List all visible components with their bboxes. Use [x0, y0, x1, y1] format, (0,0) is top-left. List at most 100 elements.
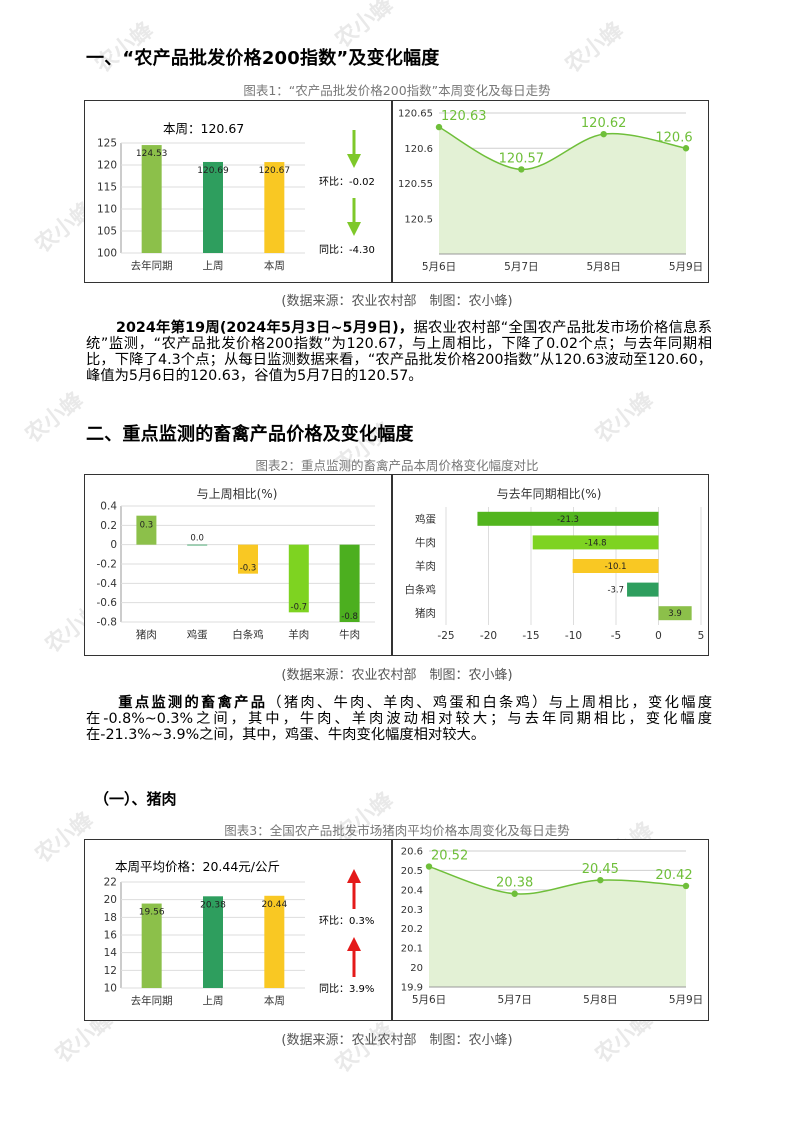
- up-arrow-icon: [347, 937, 361, 977]
- bar-value-label: 20.44: [261, 900, 287, 910]
- data-point: [425, 863, 433, 870]
- index-daily-line-chart: 120.5 120.55 120.6 120.65 120.63 5月6日 120.57 5月…: [398, 109, 703, 274]
- y-tick-label: 16: [104, 930, 118, 942]
- x-tick-label: 上周: [203, 260, 224, 272]
- data-point: [682, 882, 690, 890]
- index-bar-chart: 100 105 110 115 120 125 124.53 去年同期 120.69 上周 120.…: [97, 138, 305, 272]
- y-tick-label: 白条鸡: [405, 583, 437, 596]
- area-fill: [429, 866, 686, 987]
- y-tick-label: 120.5: [404, 214, 433, 225]
- figure1-frame: 100 105 110 115 120 125 124.53 去年同期 120.69 上周 120.…: [84, 100, 709, 283]
- y-tick-label: 120: [97, 160, 117, 172]
- bar: [627, 582, 659, 597]
- y-tick-label: 牛肉: [415, 536, 436, 549]
- figure2-frame: 与上周相比(%) -0.8 -0.6 -0.4 -0.2 0 0.2 0.4 0.3 猪肉 0.0 鸡…: [84, 474, 709, 656]
- data-point: [600, 130, 607, 138]
- y-tick-label: -0.4: [97, 578, 118, 590]
- y-tick-label: 20.6: [401, 847, 423, 858]
- pork-tongbi: 同比：3.9%: [319, 984, 375, 995]
- figure1-caption: 图表1：“农产品批发价格200指数”本周变化及每日走势: [243, 83, 551, 98]
- y-tick-label: 12: [104, 965, 117, 977]
- pork-bar-title: 本周平均价格：20.44元/公斤: [115, 859, 280, 874]
- bar: [203, 896, 223, 988]
- y-tick-label: 100: [97, 248, 117, 260]
- figure1-source: (数据来源：农业农村部 制图：农小蜂): [281, 294, 513, 309]
- figure3-caption: 图表3：全国农产品批发市场猪肉平均价格本周变化及每日走势: [224, 823, 570, 838]
- series-line: [428, 865, 687, 895]
- pork-daily-line-chart: 19.9 20 20.1 20.2 20.3 20.4 20.5 20.6 20.52 5月6日 2…: [401, 847, 703, 1007]
- data-point: [518, 166, 525, 173]
- x-tick-label: 猪肉: [136, 628, 157, 641]
- data-label: 20.45: [582, 862, 619, 877]
- x-tick-label: 去年同期: [131, 994, 173, 1007]
- data-label: 120.6: [655, 130, 692, 145]
- data-point: [435, 123, 443, 131]
- x-tick-label: -5: [611, 630, 621, 642]
- y-tick-label: 20.5: [401, 866, 423, 877]
- data-point: [511, 890, 518, 897]
- bar: [477, 511, 659, 526]
- yearly-change-hbar-chart: 与去年同期相比(%) -25 -20 -15 -10 -5 0 5 -21.3 鸡蛋 -14.8 牛肉…: [405, 487, 705, 642]
- section3-heading: （一）、猪肉: [94, 790, 177, 808]
- bar: [141, 903, 162, 988]
- y-tick-label: 115: [97, 182, 117, 194]
- x-tick-label: 5月8日: [583, 994, 617, 1006]
- data-label: 120.57: [499, 151, 545, 166]
- x-tick-label: 0: [655, 630, 662, 642]
- y-tick-label: 20: [104, 894, 117, 906]
- bar-value-label: -10.1: [605, 562, 627, 572]
- y-tick-label: 120.65: [398, 109, 433, 120]
- bar-value-label: -0.8: [341, 612, 358, 622]
- x-tick-label: 上周: [203, 995, 224, 1007]
- y-tick-label: 0.4: [100, 501, 117, 513]
- chart-title: 与上周相比(%): [197, 487, 278, 501]
- x-tick-label: 去年同期: [131, 259, 173, 272]
- bar-value-label: -0.7: [291, 602, 308, 612]
- y-tick-label: -0.8: [97, 617, 118, 629]
- bar-value-label: 20.38: [200, 900, 226, 910]
- bar: [141, 145, 162, 253]
- x-tick-label: -10: [565, 630, 582, 642]
- y-tick-label: 0: [110, 539, 117, 551]
- bar: [658, 606, 692, 621]
- x-tick-label: 5月9日: [669, 261, 703, 273]
- x-tick-label: -25: [437, 630, 454, 642]
- bar: [264, 895, 285, 988]
- y-tick-label: 120.55: [398, 179, 433, 190]
- up-arrow-icon: [347, 869, 361, 909]
- bar-value-label: 124.53: [136, 149, 168, 159]
- bar-value-label: -21.3: [557, 515, 579, 525]
- y-tick-label: 19.9: [401, 983, 423, 994]
- bar: [238, 544, 258, 574]
- bar-value-label: -14.8: [585, 538, 607, 548]
- weekly-change-bar-chart: 与上周相比(%) -0.8 -0.6 -0.4 -0.2 0 0.2 0.4 0.3 猪肉 0.0 鸡…: [97, 487, 375, 641]
- watermark-text: 农小蜂: [590, 387, 659, 449]
- bar-value-label: 19.56: [139, 908, 165, 918]
- bar: [264, 162, 285, 253]
- y-tick-label: 20: [410, 963, 423, 974]
- x-tick-label: 白条鸡: [232, 628, 264, 641]
- y-tick-label: 10: [104, 983, 117, 995]
- bar-value-label: 3.9: [668, 609, 682, 619]
- y-tick-label: 20.3: [401, 905, 423, 916]
- index-huanbi: 环比：-0.02: [319, 177, 375, 188]
- y-tick-label: 120.6: [404, 144, 433, 155]
- y-tick-label: -0.2: [97, 559, 118, 571]
- x-tick-label: 5月7日: [504, 261, 538, 273]
- data-label: 20.42: [655, 868, 692, 883]
- figure2-caption: 图表2：重点监测的畜禽产品本周价格变化幅度对比: [255, 458, 539, 473]
- y-tick-label: 18: [104, 912, 117, 924]
- x-tick-label: 鸡蛋: [187, 628, 208, 641]
- x-tick-label: -20: [480, 630, 497, 642]
- bar: [203, 161, 223, 253]
- x-tick-label: 本周: [264, 259, 285, 272]
- bar-value-label: 0.0: [190, 534, 204, 544]
- x-tick-label: 5月8日: [586, 261, 620, 273]
- y-tick-label: 110: [97, 204, 117, 216]
- figure3-source: (数据来源：农业农村部 制图：农小蜂): [281, 1033, 513, 1048]
- data-point: [597, 876, 604, 884]
- bar-value-label: -0.3: [240, 564, 257, 574]
- watermark-text: 农小蜂: [560, 17, 629, 79]
- data-point: [682, 145, 690, 152]
- area-fill: [439, 127, 686, 254]
